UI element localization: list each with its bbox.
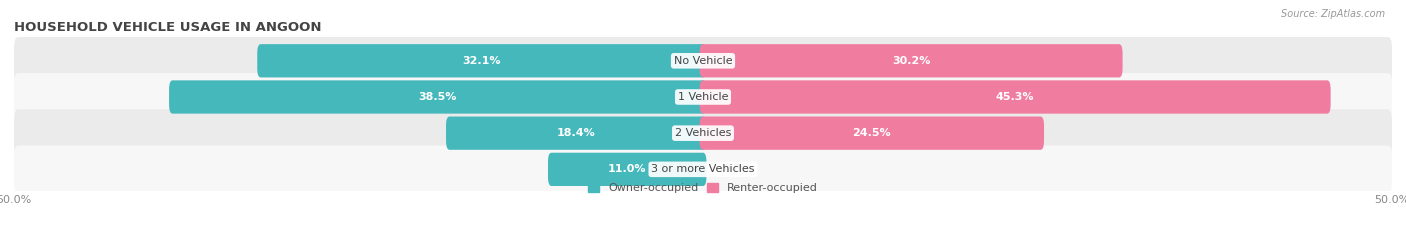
Legend: Owner-occupied, Renter-occupied: Owner-occupied, Renter-occupied [583,178,823,198]
FancyBboxPatch shape [446,116,706,150]
Text: 24.5%: 24.5% [852,128,891,138]
Text: 38.5%: 38.5% [419,92,457,102]
Text: Source: ZipAtlas.com: Source: ZipAtlas.com [1281,9,1385,19]
FancyBboxPatch shape [14,37,1392,85]
FancyBboxPatch shape [700,80,1330,114]
Text: 1 Vehicle: 1 Vehicle [678,92,728,102]
FancyBboxPatch shape [548,153,706,186]
Text: 30.2%: 30.2% [891,56,931,66]
Text: 45.3%: 45.3% [995,92,1035,102]
Text: 18.4%: 18.4% [557,128,596,138]
FancyBboxPatch shape [700,44,1122,77]
FancyBboxPatch shape [14,73,1392,121]
FancyBboxPatch shape [14,145,1392,193]
Text: HOUSEHOLD VEHICLE USAGE IN ANGOON: HOUSEHOLD VEHICLE USAGE IN ANGOON [14,21,322,34]
Text: No Vehicle: No Vehicle [673,56,733,66]
Text: 2 Vehicles: 2 Vehicles [675,128,731,138]
Text: 32.1%: 32.1% [463,56,501,66]
FancyBboxPatch shape [700,116,1045,150]
FancyBboxPatch shape [14,109,1392,157]
FancyBboxPatch shape [257,44,706,77]
Text: 3 or more Vehicles: 3 or more Vehicles [651,164,755,174]
Text: 11.0%: 11.0% [607,164,647,174]
Text: 0.0%: 0.0% [724,164,752,174]
FancyBboxPatch shape [169,80,706,114]
